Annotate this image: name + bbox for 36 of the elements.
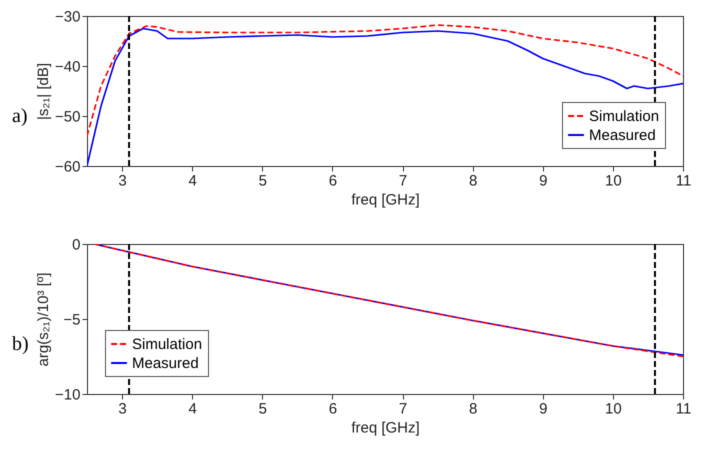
x-tick-label: 6 — [328, 400, 338, 418]
x-tick-label: 11 — [676, 400, 692, 418]
x-axis-title: freq [GHz] — [351, 420, 420, 436]
y-tick-label: −30 — [55, 8, 80, 26]
x-tick-label: 7 — [398, 400, 408, 418]
x-tick-label: 11 — [676, 172, 692, 190]
x-tick-label: 6 — [328, 172, 338, 190]
x-tick-label: 10 — [605, 400, 622, 418]
x-tick-label: 9 — [539, 400, 548, 418]
x-tick-label: 8 — [468, 400, 478, 418]
x-tick-label: 3 — [118, 172, 127, 190]
text: b) — [12, 333, 29, 356]
legend-label: Simulation — [589, 108, 660, 125]
y-axis-title: arg(s₂₁)/10³ [º] — [35, 272, 52, 366]
legend-label: Measured — [589, 127, 656, 144]
legend-label: Simulation — [132, 336, 202, 353]
y-tick-label: −10 — [55, 386, 80, 404]
x-tick-label: 7 — [398, 172, 408, 190]
x-tick-label: 8 — [468, 172, 478, 190]
legend-label: Measured — [132, 355, 199, 372]
y-tick-label: −60 — [55, 158, 80, 176]
y-axis-title: |s₂₁| [dB] — [35, 62, 52, 120]
text: a) — [12, 105, 28, 128]
x-axis-title: freq [GHz] — [351, 192, 420, 208]
x-tick-label: 10 — [605, 172, 622, 190]
x-tick-label: 9 — [539, 172, 548, 190]
y-tick-label: 0 — [72, 236, 80, 254]
y-tick-label: −40 — [55, 58, 80, 76]
y-tick-label: −5 — [63, 312, 80, 328]
x-tick-label: 4 — [188, 400, 197, 418]
x-tick-label: 5 — [258, 400, 267, 418]
x-tick-label: 3 — [118, 400, 127, 418]
y-tick-label: −50 — [55, 108, 80, 126]
x-tick-label: 5 — [258, 172, 267, 190]
x-tick-label: 4 — [188, 172, 197, 190]
line-series — [87, 28, 683, 166]
